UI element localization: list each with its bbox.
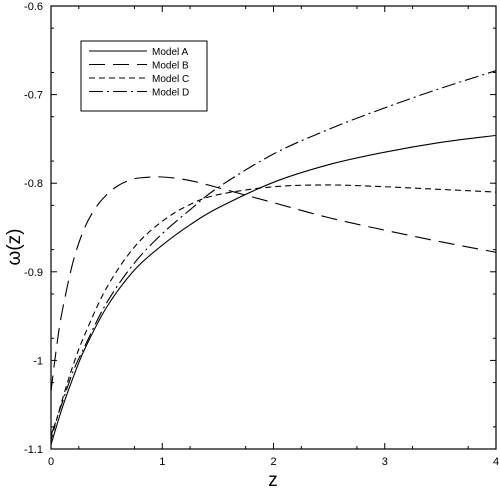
x-axis-title: z [268,470,278,491]
series-line-model-a [50,134,497,445]
axis-ticks: 0 1 2 3 4 -1.1 -1 -0.9 -0.8 -0.7 -0.6 [24,1,499,468]
x-tick-label: 2 [270,456,276,468]
x-tick-label: 1 [159,456,165,468]
x-tick-label: 4 [493,456,499,468]
y-tick-label: -1.1 [24,444,43,456]
series-line-model-d [50,70,497,436]
y-tick-label: -0.9 [24,267,43,279]
x-tick-label: 0 [48,456,54,468]
legend-label-model-c: Model C [152,74,189,85]
series-line-model-c [50,184,497,441]
y-tick-label: -0.6 [24,1,43,13]
legend-label-model-b: Model B [152,61,189,72]
y-tick-label: -0.8 [24,178,43,190]
legend-label-model-a: Model A [152,47,188,58]
legend-box [80,40,208,112]
axis-titles: z ω(z) [4,229,278,491]
data-series [50,70,497,445]
series-line-model-b [50,176,497,392]
y-tick-label: -1 [33,355,43,367]
legend-label-model-d: Model D [152,88,189,99]
x-tick-label: 3 [382,456,388,468]
legend: Model A Model B Model C Model D [80,40,208,112]
y-axis-title: ω(z) [4,229,25,266]
y-tick-label: -0.7 [24,90,43,102]
